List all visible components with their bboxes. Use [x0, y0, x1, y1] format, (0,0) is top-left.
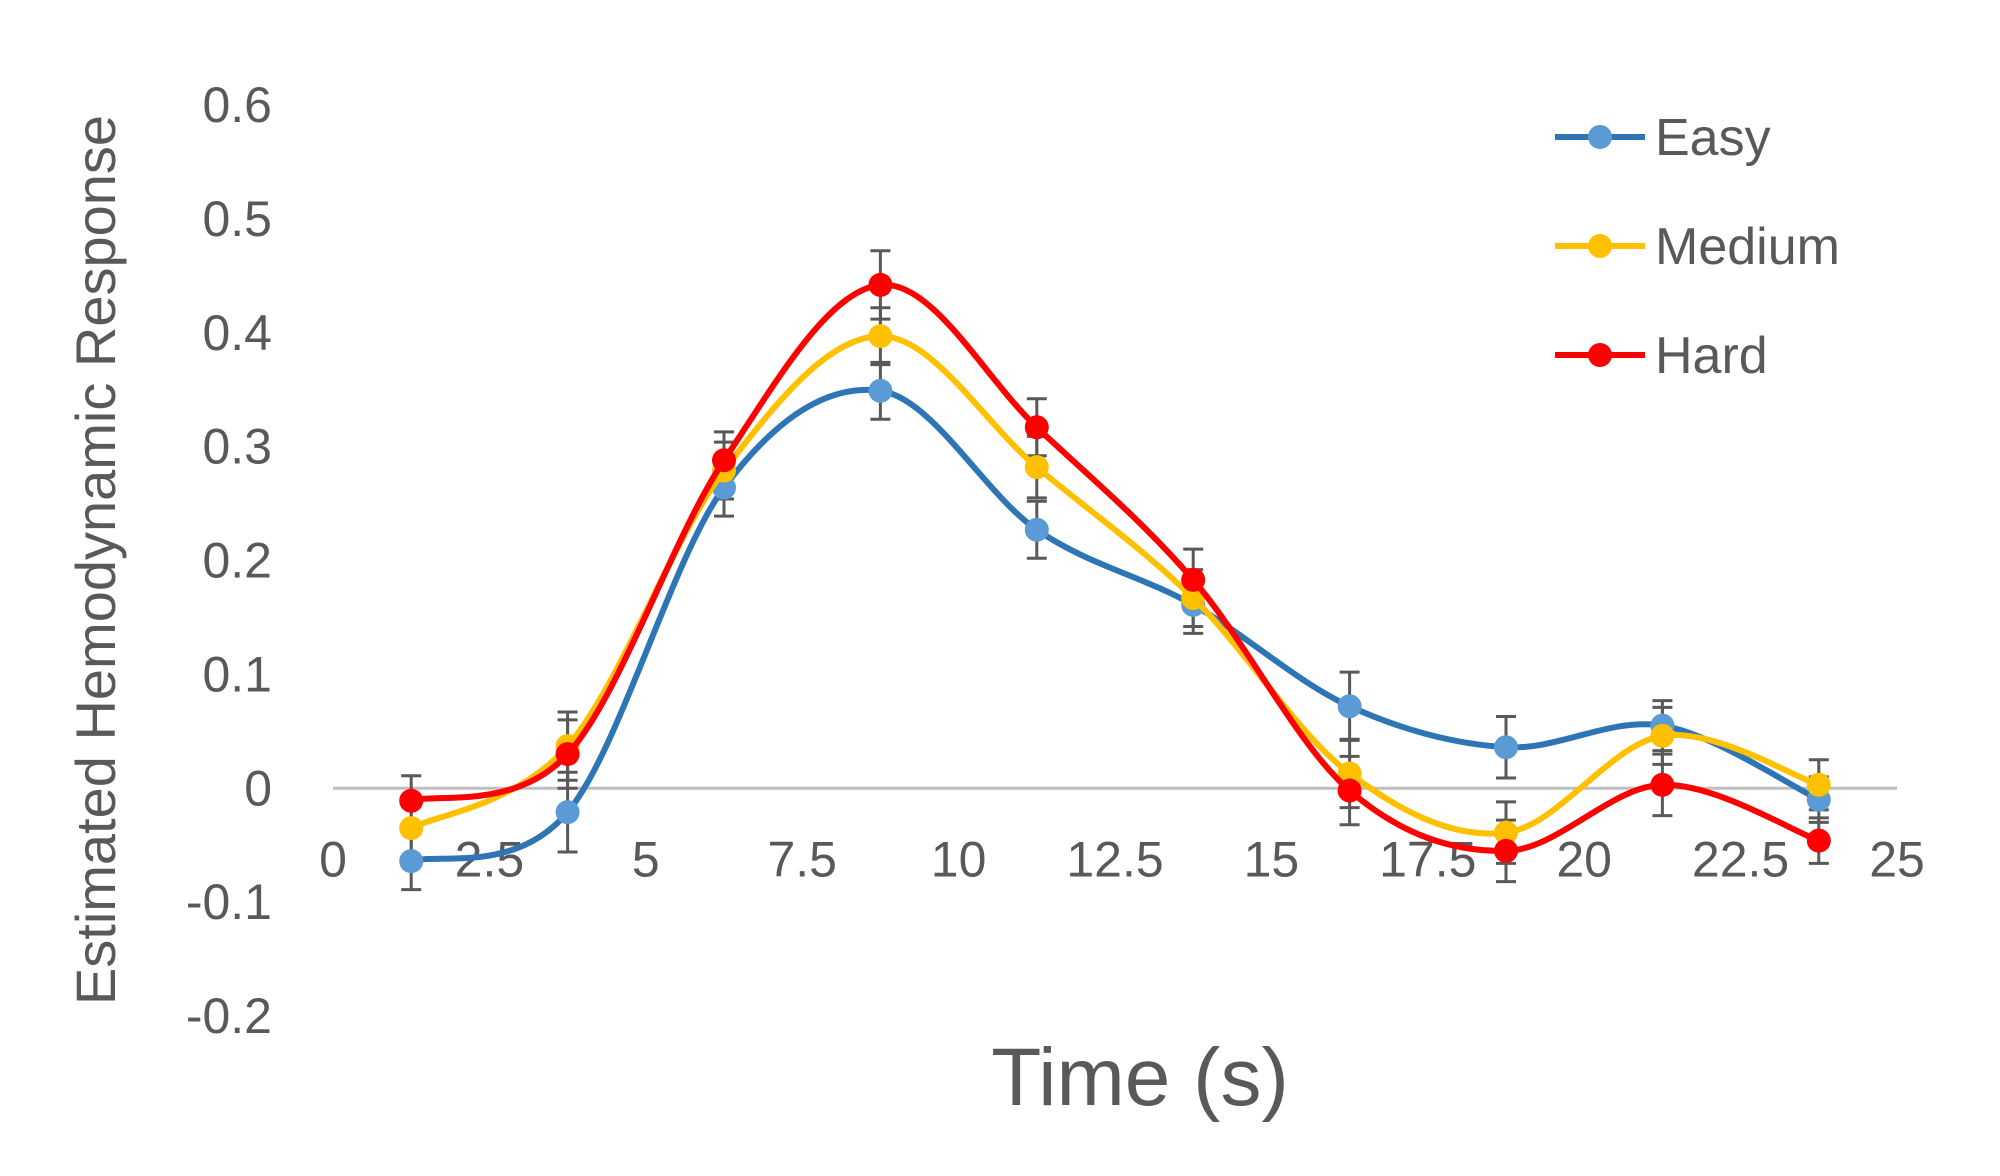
legend: Easy Medium Hard: [1555, 109, 1840, 385]
data-point: [399, 816, 424, 841]
x-tick-label: 0: [319, 831, 347, 887]
data-point: [1494, 838, 1518, 863]
legend-item-medium: Medium: [1555, 218, 1840, 276]
y-tick-label: -0.1: [186, 874, 272, 930]
data-point: [868, 378, 893, 403]
data-point: [1494, 820, 1518, 845]
x-axis-ticks: 0 2.5 5 7.5 10 12.5 15 17.5 20 22.5 25: [319, 831, 1925, 887]
x-axis-title: Time (s): [991, 1032, 1289, 1123]
series-line: [410, 281, 1820, 854]
data-point: [555, 800, 580, 825]
y-tick-label: 0.2: [202, 533, 272, 589]
data-point: [1024, 415, 1049, 440]
legend-marker: [1588, 234, 1612, 258]
y-tick-label: 0.6: [202, 77, 272, 133]
data-point: [1181, 586, 1206, 611]
data-point: [1494, 735, 1518, 760]
data-point: [868, 324, 893, 349]
y-axis-title: Estimated Hemodynamic Response: [64, 115, 127, 1005]
x-tick-label: 5: [632, 831, 660, 887]
y-tick-label: 0.5: [202, 191, 272, 247]
data-point: [712, 448, 736, 473]
legend-label: Medium: [1655, 218, 1840, 276]
x-tick-label: 15: [1244, 831, 1300, 887]
y-tick-label: 0: [244, 760, 272, 816]
data-point: [1806, 828, 1831, 853]
data-point: [1337, 778, 1362, 803]
data-point: [399, 849, 424, 874]
series-line: [410, 386, 1821, 865]
y-tick-label: 0.4: [202, 305, 272, 361]
data-point: [1024, 455, 1049, 480]
legend-marker: [1588, 125, 1612, 149]
data-point: [1337, 694, 1362, 719]
series-easy: [399, 378, 1831, 874]
x-tick-label: 7.5: [767, 831, 837, 887]
x-tick-label: 10: [931, 831, 987, 887]
x-tick-label: 25: [1869, 831, 1925, 887]
data-point: [1337, 761, 1362, 786]
legend-item-easy: Easy: [1555, 109, 1771, 167]
x-tick-label: 22.5: [1692, 831, 1789, 887]
data-point: [1650, 723, 1675, 748]
data-point: [399, 788, 424, 813]
y-tick-label: -0.2: [186, 988, 272, 1044]
series-group: [399, 249, 1831, 892]
data-point: [1024, 517, 1049, 542]
y-tick-label: 0.3: [202, 419, 272, 475]
data-point: [1181, 567, 1206, 592]
data-point: [555, 742, 580, 767]
y-tick-label: 0.1: [202, 646, 272, 702]
y-axis-ticks: -0.2 -0.1 0 0.1 0.2 0.3 0.4 0.5 0.6: [186, 77, 272, 1044]
legend-marker: [1588, 343, 1612, 367]
x-tick-label: 20: [1556, 831, 1612, 887]
data-point: [868, 272, 893, 297]
data-point: [1806, 772, 1831, 797]
series-medium: [399, 324, 1831, 845]
data-point: [1650, 772, 1675, 797]
legend-label: Hard: [1655, 327, 1768, 385]
legend-item-hard: Hard: [1555, 327, 1768, 385]
x-tick-label: 12.5: [1066, 831, 1163, 887]
series-line: [409, 333, 1820, 837]
series-hard: [399, 272, 1831, 863]
legend-label: Easy: [1655, 109, 1771, 167]
